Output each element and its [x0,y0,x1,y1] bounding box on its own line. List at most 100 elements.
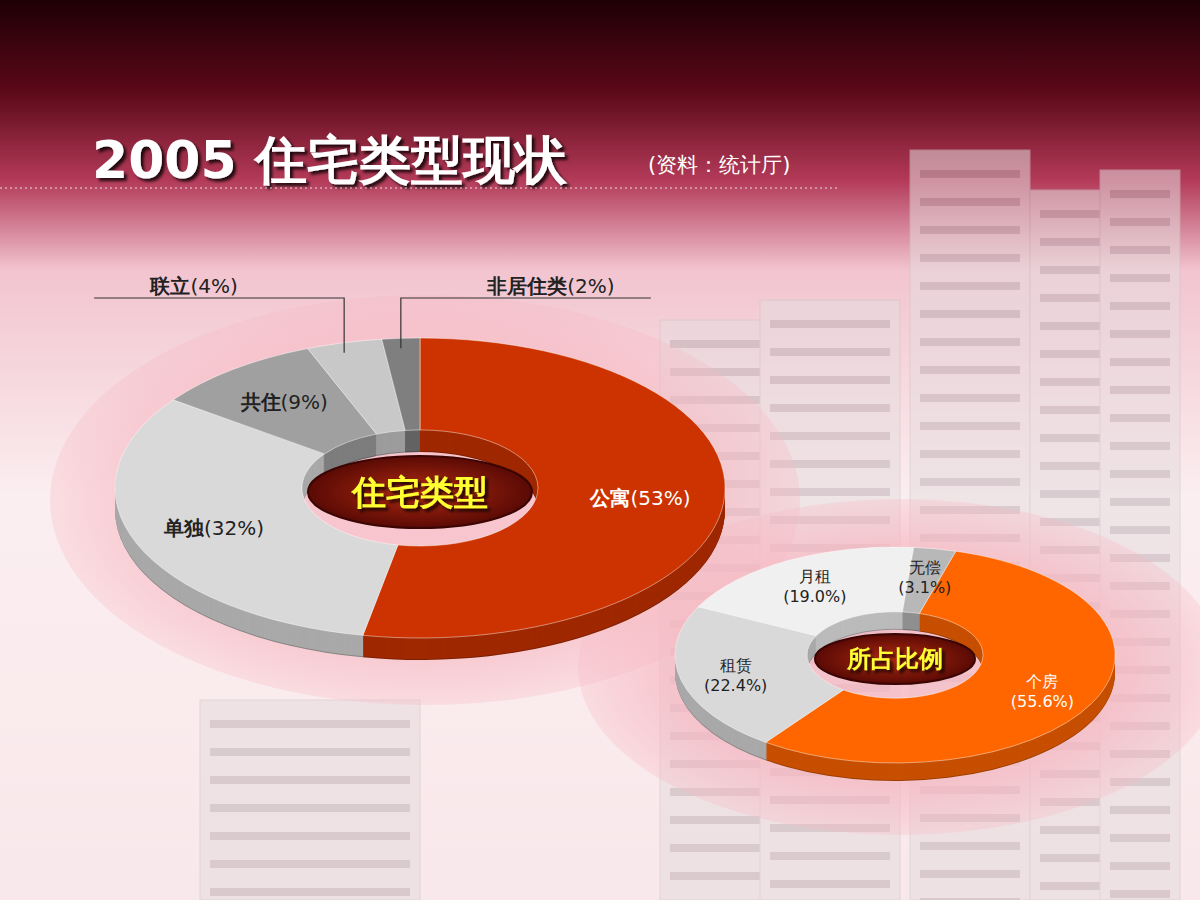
building-window [1110,274,1170,282]
data-label: 非居住类(2%) [486,274,614,298]
building-window [1110,526,1170,534]
building-window [920,422,1020,430]
building-window [920,282,1020,290]
data-label: 共住(9%) [240,390,328,414]
label-value: (3.1%) [898,578,951,597]
title-rule [0,188,840,189]
label-value: (9%) [281,390,328,414]
center-badge [308,456,532,528]
source: (资料：统计厅) [648,153,790,177]
building-window [920,198,1020,206]
slice [698,547,914,636]
building-window [1110,330,1170,338]
building-window [670,340,760,348]
building-window [920,338,1020,346]
building-window [210,748,410,756]
label-category: 公寓 [589,486,630,510]
label-category: 共住 [240,390,281,414]
label-value: (2%) [567,274,614,298]
building-window [920,170,1020,178]
pie-chart: 住宅类型 公寓(53%) 单独(32%) 共住(9%) 联立(4%) 非居住类(2%) [94,274,725,660]
label-category: 联立 [149,274,190,298]
label-category: 非居住类 [486,274,567,298]
chart-title: 所占比例 [846,645,943,673]
label-value: (32%) [204,516,264,540]
building-window [920,450,1020,458]
building-window [1110,190,1170,198]
leader-line [94,298,344,353]
building-window [1110,834,1170,842]
building-window [920,394,1020,402]
pie-top [675,547,1115,763]
building-window [1110,470,1170,478]
depth-layer [115,339,725,639]
building-window [920,478,1020,486]
data-label: 无偿(3.1%) [898,558,951,597]
slice [766,551,1115,763]
label-value: (22.4%) [704,676,767,695]
building-window [670,872,760,880]
building-window [770,852,890,860]
leader-line [401,298,651,348]
label-value: (19.0%) [783,587,846,606]
building-window [1110,862,1170,870]
label-category: 单独 [163,516,205,540]
building-window [770,880,890,888]
pie-top [115,338,725,638]
building-window [670,816,760,824]
building-window [920,254,1020,262]
pie-chart: 所占比例个房(55.6%) 租赁(22.4%) 月租(19.0%) 无偿(3.1%) [675,547,1115,781]
building-window [920,366,1020,374]
building-window [1110,414,1170,422]
pie-depth [115,339,725,660]
building-window [920,842,1020,850]
building-window [1110,442,1170,450]
building-window [210,720,410,728]
label-value: (4%) [190,274,237,298]
building-window [920,898,1020,900]
slice-side [766,552,1115,764]
building-window [210,804,410,812]
building-window [1110,498,1170,506]
label-value: (55.6%) [1011,692,1074,711]
building-window [770,320,890,328]
building-window [210,888,410,896]
label-category: 月租 [799,567,831,586]
building-window [770,404,890,412]
data-label: 联立(4%) [149,274,237,298]
title: 2005 住宅类型现状 [92,130,568,190]
label-category: 个房 [1026,672,1058,691]
building-window [770,376,890,384]
pie-depth [675,548,1115,781]
building-window [1110,246,1170,254]
building-window [920,226,1020,234]
building-window [210,776,410,784]
building-window [770,432,890,440]
building-window [1110,806,1170,814]
label-category: 租赁 [720,656,752,675]
slice [382,338,420,430]
building-window [1110,302,1170,310]
label-category: 无偿 [909,558,941,577]
building [200,700,420,900]
building-window [210,832,410,840]
data-label: 月租(19.0%) [783,567,846,606]
building-window [210,860,410,868]
building-window [1110,890,1170,898]
chart-title: 住宅类型 [350,472,488,512]
building-window [1110,386,1170,394]
center-badge [815,634,975,684]
data-label: 公寓(53%) [589,486,690,510]
canvas: 2005 住宅类型现状(资料：统计厅)住宅类型公寓(53%)单独(32%)共住(… [0,0,1200,900]
data-label: 单独(32%) [163,516,264,540]
depth-layer [675,548,1115,764]
label-value: (53%) [630,486,690,510]
data-label: 个房(55.6%) [1011,672,1074,711]
building-window [920,870,1020,878]
building-window [1110,358,1170,366]
data-label: 租赁(22.4%) [704,656,767,695]
building-window [920,310,1020,318]
building-window [670,844,760,852]
building-window [1110,218,1170,226]
building-window [770,348,890,356]
